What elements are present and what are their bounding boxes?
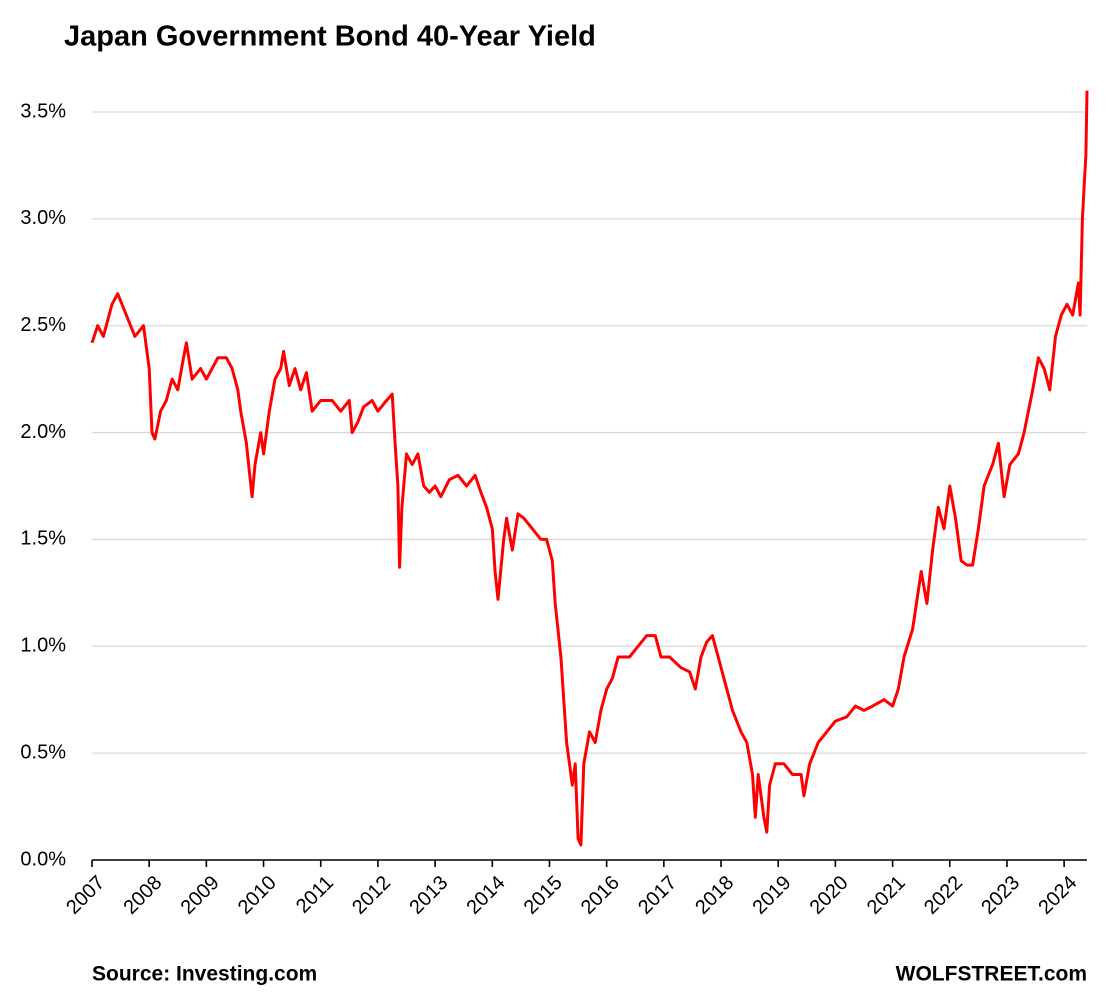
x-tick-label: 2022 — [920, 872, 967, 919]
y-tick-label: 1.0% — [20, 635, 66, 657]
y-tick-label: 2.0% — [20, 421, 66, 443]
yield-line — [90, 90, 1089, 847]
x-tick-label: 2007 — [62, 872, 109, 919]
x-tick-label: 2021 — [863, 872, 910, 919]
x-tick-label: 2017 — [634, 872, 681, 919]
x-tick-label: 2014 — [463, 872, 510, 919]
source-note: Source: Investing.com — [92, 963, 317, 986]
x-tick-label: 2008 — [119, 872, 166, 919]
x-tick-label: 2016 — [577, 872, 624, 919]
x-tick-label: 2019 — [748, 872, 795, 919]
x-tick-label: 2011 — [292, 872, 338, 918]
x-tick-label: 2024 — [1034, 872, 1081, 919]
x-tick-label: 2012 — [348, 872, 395, 919]
x-tick-label: 2023 — [977, 872, 1024, 919]
y-tick-label: 2.5% — [20, 314, 66, 336]
x-tick-label: 2009 — [177, 872, 224, 919]
credit: WOLFSTREET.com — [896, 963, 1087, 986]
chart-title: Japan Government Bond 40-Year Yield — [64, 21, 596, 53]
y-tick-label: 0.5% — [20, 741, 66, 763]
x-tick-label: 2018 — [691, 872, 738, 919]
y-tick-label: 1.5% — [20, 528, 66, 550]
x-tick-label: 2020 — [806, 872, 853, 919]
y-tick-label: 3.5% — [20, 100, 66, 122]
x-tick-label: 2010 — [234, 872, 281, 919]
x-tick-label: 2015 — [520, 872, 567, 919]
y-tick-label: 3.0% — [20, 207, 66, 229]
y-tick-label: 0.0% — [20, 848, 66, 870]
x-tick-label: 2013 — [405, 872, 452, 919]
